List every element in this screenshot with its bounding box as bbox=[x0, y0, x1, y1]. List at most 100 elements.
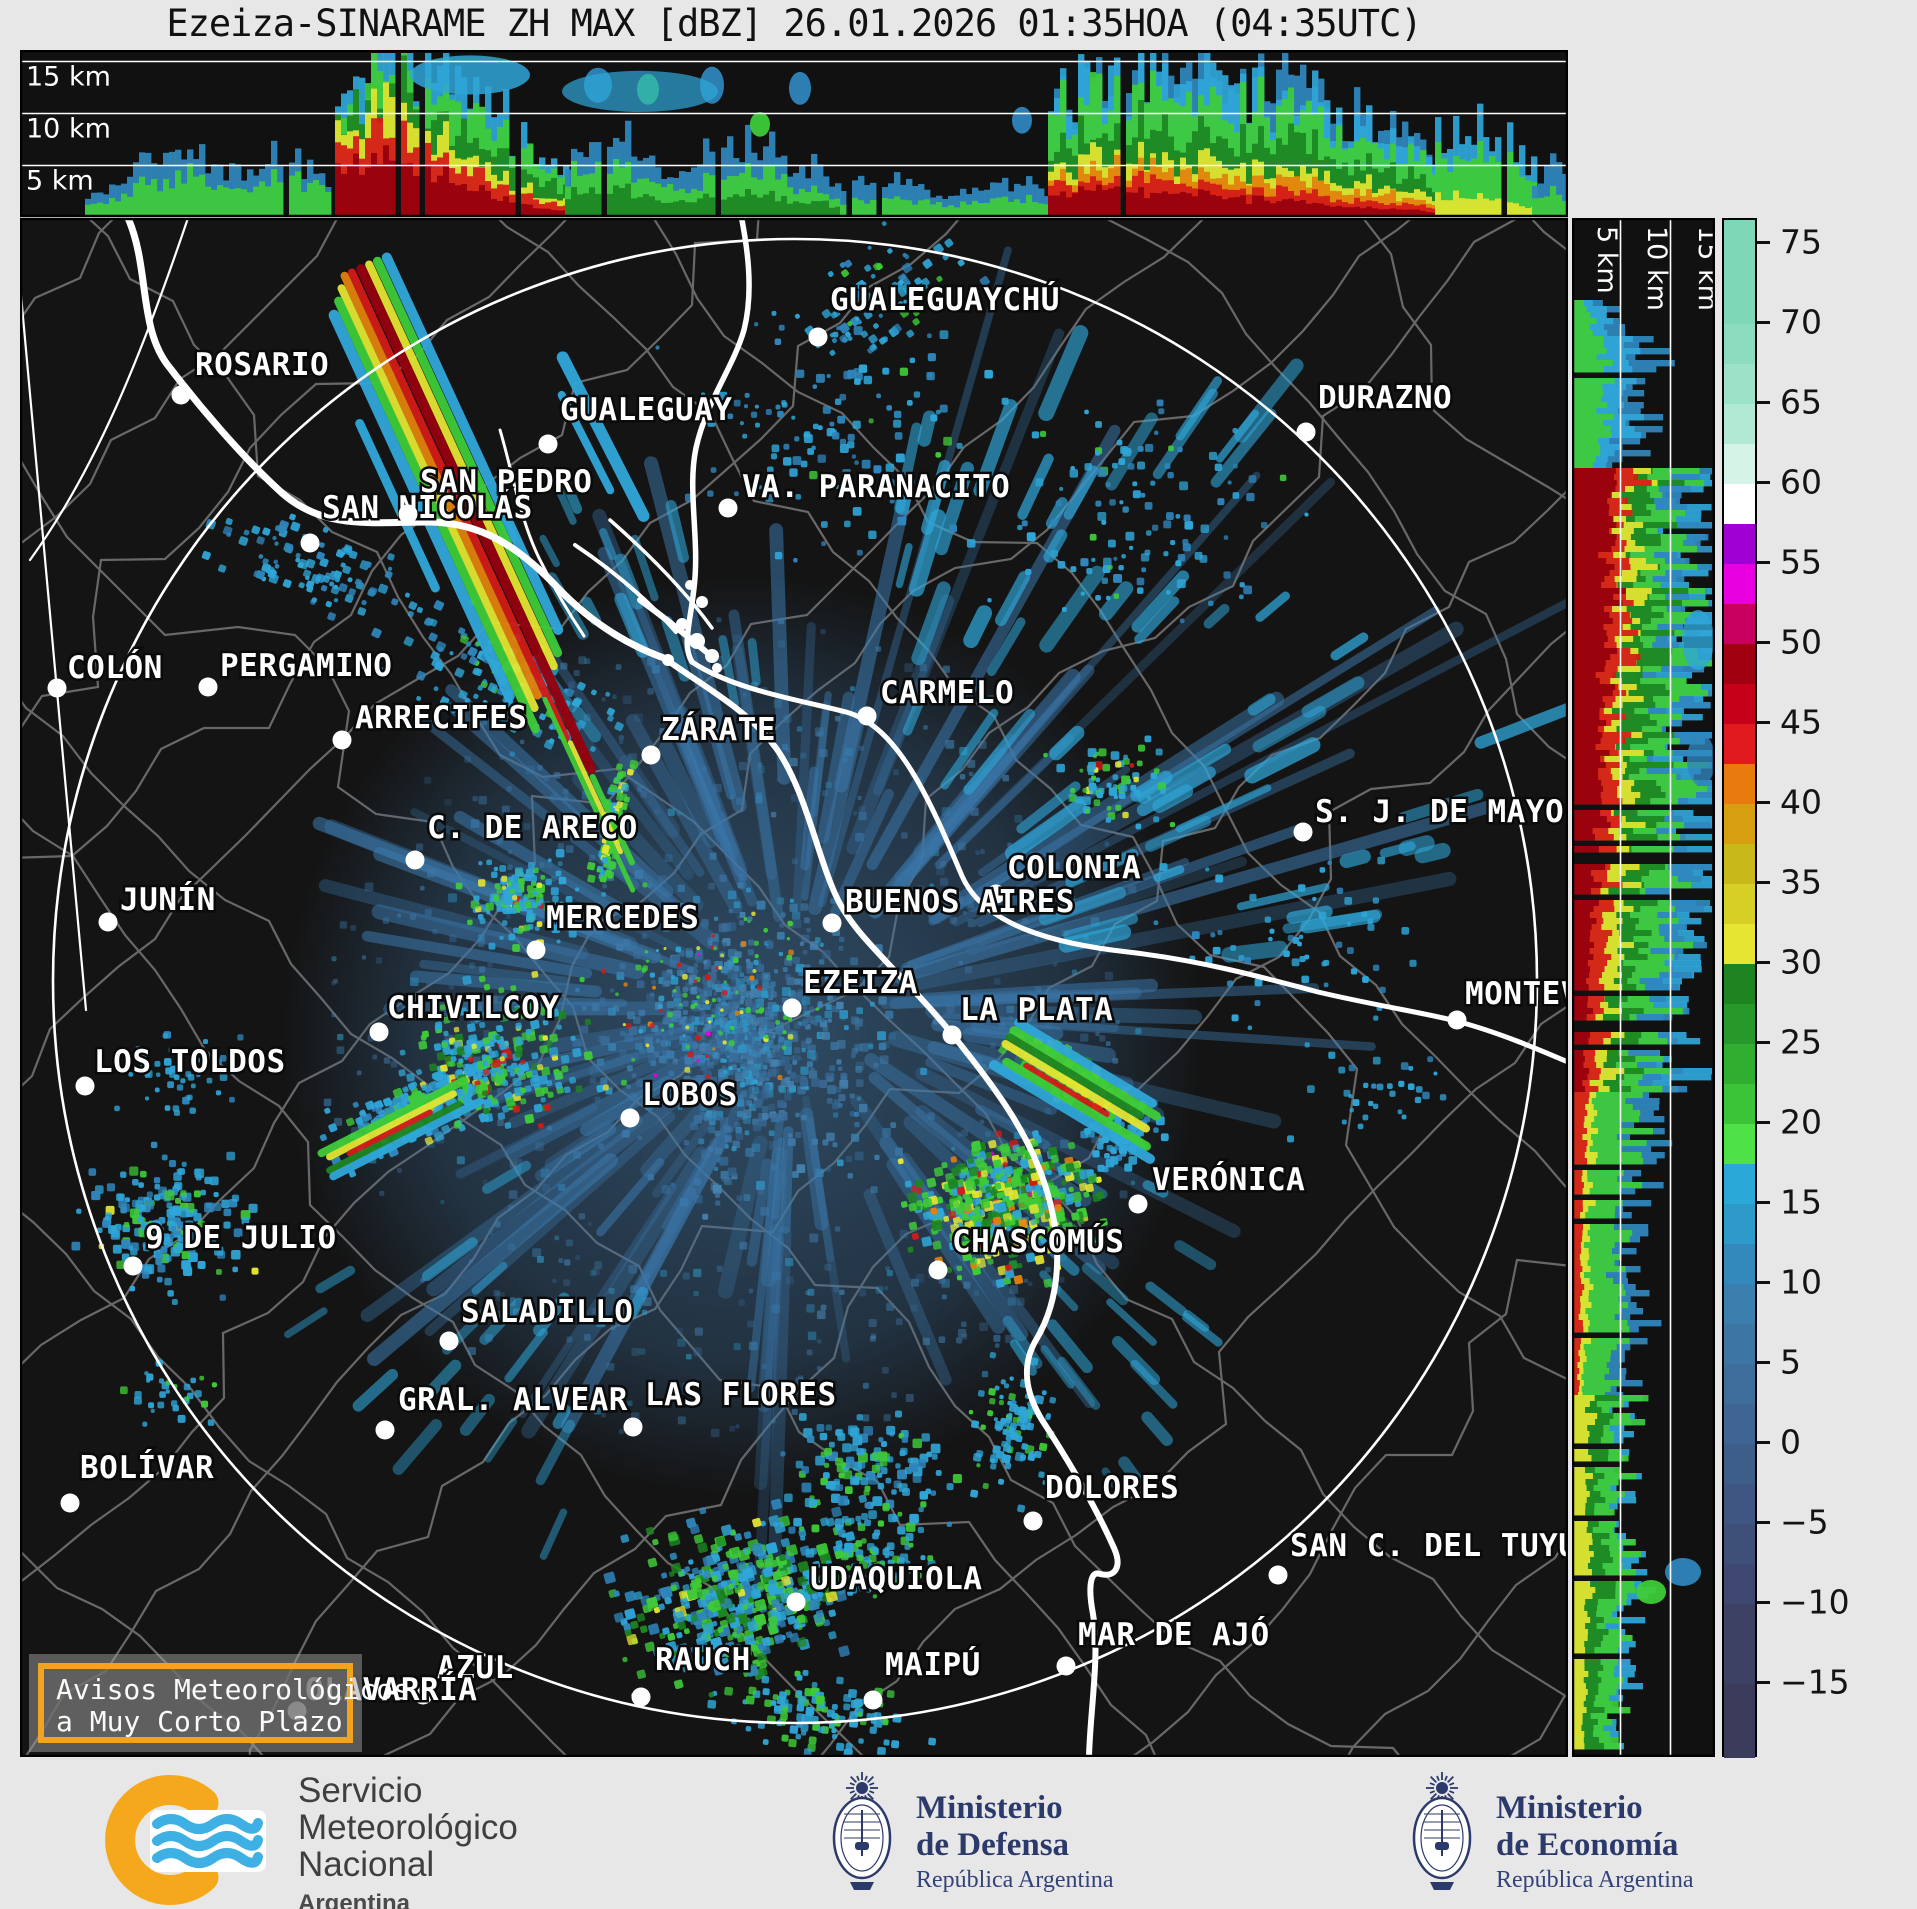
interference-spike bbox=[556, 351, 650, 522]
colorbar-tick-label: 65 bbox=[1780, 382, 1822, 422]
colorbar-band bbox=[1724, 644, 1755, 685]
radar-map-panel: ROSARIO GUALEGUAYCHÚ GUALEGUAY SAN NICOLÁS D… bbox=[20, 218, 1568, 1757]
colorbar-tick-label: 20 bbox=[1780, 1102, 1822, 1142]
city-dot-san-nicol-s bbox=[300, 533, 320, 553]
colorbar-tick-label: 75 bbox=[1780, 222, 1822, 262]
colorbar-tick-label: 10 bbox=[1780, 1262, 1822, 1302]
defensa-sub: República Argentina bbox=[916, 1867, 1114, 1893]
city-label-buenos-aires: BUENOS AIRES bbox=[845, 884, 1075, 920]
echo-cluster bbox=[71, 1141, 259, 1305]
city-label-va-paranacito: VA. PARANACITO bbox=[742, 469, 1010, 505]
echo-cluster bbox=[987, 399, 1309, 624]
colorbar-tick bbox=[1757, 1280, 1770, 1284]
range-ring bbox=[51, 237, 1539, 1725]
colorbar-band bbox=[1724, 1404, 1755, 1445]
city-label-ezeiza: EZEIZA bbox=[803, 965, 918, 1001]
xsec-echoes bbox=[1573, 300, 1715, 1750]
city-dot-chivilcoy bbox=[369, 1022, 389, 1042]
colorbar-band bbox=[1724, 220, 1755, 325]
colorbar-band bbox=[1724, 1124, 1755, 1165]
city-label-rosario: ROSARIO bbox=[195, 347, 329, 383]
colorbar-band bbox=[1724, 804, 1755, 845]
city-label-lobos: LOBOS bbox=[642, 1077, 738, 1113]
smn-line3: Nacional bbox=[298, 1845, 435, 1884]
economia-sub: República Argentina bbox=[1496, 1867, 1694, 1893]
city-layer: ROSARIO GUALEGUAYCHÚ GUALEGUAY SAN NICOLÁS D… bbox=[47, 279, 1568, 1721]
colorbar-band bbox=[1724, 1164, 1755, 1205]
city-label-la-plata: LA PLATA bbox=[960, 992, 1113, 1028]
city-label-chascom-s: CHASCOMÚS bbox=[952, 1223, 1124, 1260]
echo-cluster bbox=[780, 1410, 962, 1553]
colorbar-tick bbox=[1757, 400, 1770, 404]
colorbar-tick bbox=[1757, 960, 1770, 964]
colorbar-tick-label: 40 bbox=[1780, 782, 1822, 822]
smn-line2: Meteorológico bbox=[298, 1808, 518, 1847]
city-dot-saladillo bbox=[439, 1331, 459, 1351]
city-label-bol-var: BOLÍVAR bbox=[80, 1450, 214, 1486]
colorbar-band bbox=[1724, 1284, 1755, 1325]
city-dot-gualeguay bbox=[538, 434, 558, 454]
city-dot-z-rate bbox=[641, 745, 661, 765]
altitude-label: 10 km bbox=[26, 114, 111, 145]
economia-line2: de Economía bbox=[1496, 1827, 1679, 1863]
warning-box[interactable]: Avisos Meteorológicos a Muy Corto Plazo bbox=[38, 1663, 410, 1743]
colorbar-band bbox=[1724, 364, 1755, 405]
colorbar-band bbox=[1724, 1604, 1755, 1685]
city-label-ver-nica: VERÓNICA bbox=[1152, 1161, 1305, 1198]
defensa-line2: de Defensa bbox=[916, 1827, 1070, 1863]
city-dot-gral-alvear bbox=[375, 1420, 395, 1440]
city-label-gral-alvear: GRAL. ALVEAR bbox=[398, 1382, 628, 1418]
colorbar-tick-label: 70 bbox=[1780, 302, 1822, 342]
colorbar-tick-label: 0 bbox=[1780, 1422, 1801, 1462]
colorbar-tick-label: 50 bbox=[1780, 622, 1822, 662]
colorbar-tick bbox=[1757, 800, 1770, 804]
defensa-coat-of-arms bbox=[832, 1772, 892, 1890]
city-dot-9-de-julio bbox=[123, 1256, 143, 1276]
city-label-gualeguay: GUALEGUAY bbox=[560, 392, 732, 428]
echo-cluster bbox=[579, 882, 824, 1091]
city-label-maip-: MAIPÚ bbox=[885, 1646, 981, 1683]
city-dot-durazno bbox=[1296, 422, 1316, 442]
colorbar-band bbox=[1724, 1684, 1755, 1759]
city-dot-mar-de-aj- bbox=[1056, 1656, 1076, 1676]
colorbar-band bbox=[1724, 524, 1755, 565]
city-dot-col-n bbox=[47, 678, 67, 698]
cross-section-right-panel: 5 km 10 km 15 km bbox=[1572, 218, 1715, 1757]
altitude-label: 15 km bbox=[26, 62, 111, 93]
city-label-azul: AZUL bbox=[437, 1650, 514, 1686]
colorbar-tick bbox=[1757, 480, 1770, 484]
colorbar-band bbox=[1724, 884, 1755, 925]
city-label-c-de-areco: C. DE ARECO bbox=[427, 810, 638, 846]
cross-section-top-panel: 15 km 10 km 5 km bbox=[20, 50, 1568, 218]
colorbar-band bbox=[1724, 1484, 1755, 1525]
economia-coat-of-arms bbox=[1412, 1772, 1472, 1890]
colorbar-tick-label: 55 bbox=[1780, 542, 1822, 582]
colorbar-tick bbox=[1757, 320, 1770, 324]
smn-logo bbox=[105, 1775, 266, 1905]
city-dot-dolores bbox=[1023, 1511, 1043, 1531]
city-dot-san-pedro bbox=[398, 504, 418, 524]
colorbar-band bbox=[1724, 844, 1755, 885]
colorbar-band bbox=[1724, 404, 1755, 445]
city-label-san-pedro: SAN PEDRO bbox=[420, 464, 592, 500]
city-label-gualeguaych-: GUALEGUAYCHÚ bbox=[830, 281, 1060, 318]
colorbar-band bbox=[1724, 1444, 1755, 1485]
colorbar-tick-label: 45 bbox=[1780, 702, 1822, 742]
city-label-mercedes: MERCEDES bbox=[546, 900, 699, 936]
colorbar-band bbox=[1724, 1004, 1755, 1045]
city-label-col-n: COLÓN bbox=[67, 649, 163, 686]
city-label-chivilcoy: CHIVILCOY bbox=[387, 990, 559, 1026]
city-dot-san-c-del-tuy- bbox=[1268, 1565, 1288, 1585]
colorbar-band bbox=[1724, 964, 1755, 1005]
city-label-dolores: DOLORES bbox=[1045, 1470, 1179, 1506]
city-label-mar-de-aj-: MAR DE AJÓ bbox=[1078, 1616, 1270, 1653]
colorbar-band bbox=[1724, 1044, 1755, 1085]
city-dot-los-toldos bbox=[75, 1076, 95, 1096]
colorbar-tick-label: 60 bbox=[1780, 462, 1822, 502]
warning-line2: a Muy Corto Plazo bbox=[56, 1705, 343, 1738]
city-dot-la-plata bbox=[942, 1025, 962, 1045]
city-label-jun-n: JUNÍN bbox=[120, 882, 216, 918]
altitude-label: 5 km bbox=[26, 166, 94, 197]
city-label-carmelo: CARMELO bbox=[880, 675, 1014, 711]
colorbar-tick bbox=[1757, 1200, 1770, 1204]
